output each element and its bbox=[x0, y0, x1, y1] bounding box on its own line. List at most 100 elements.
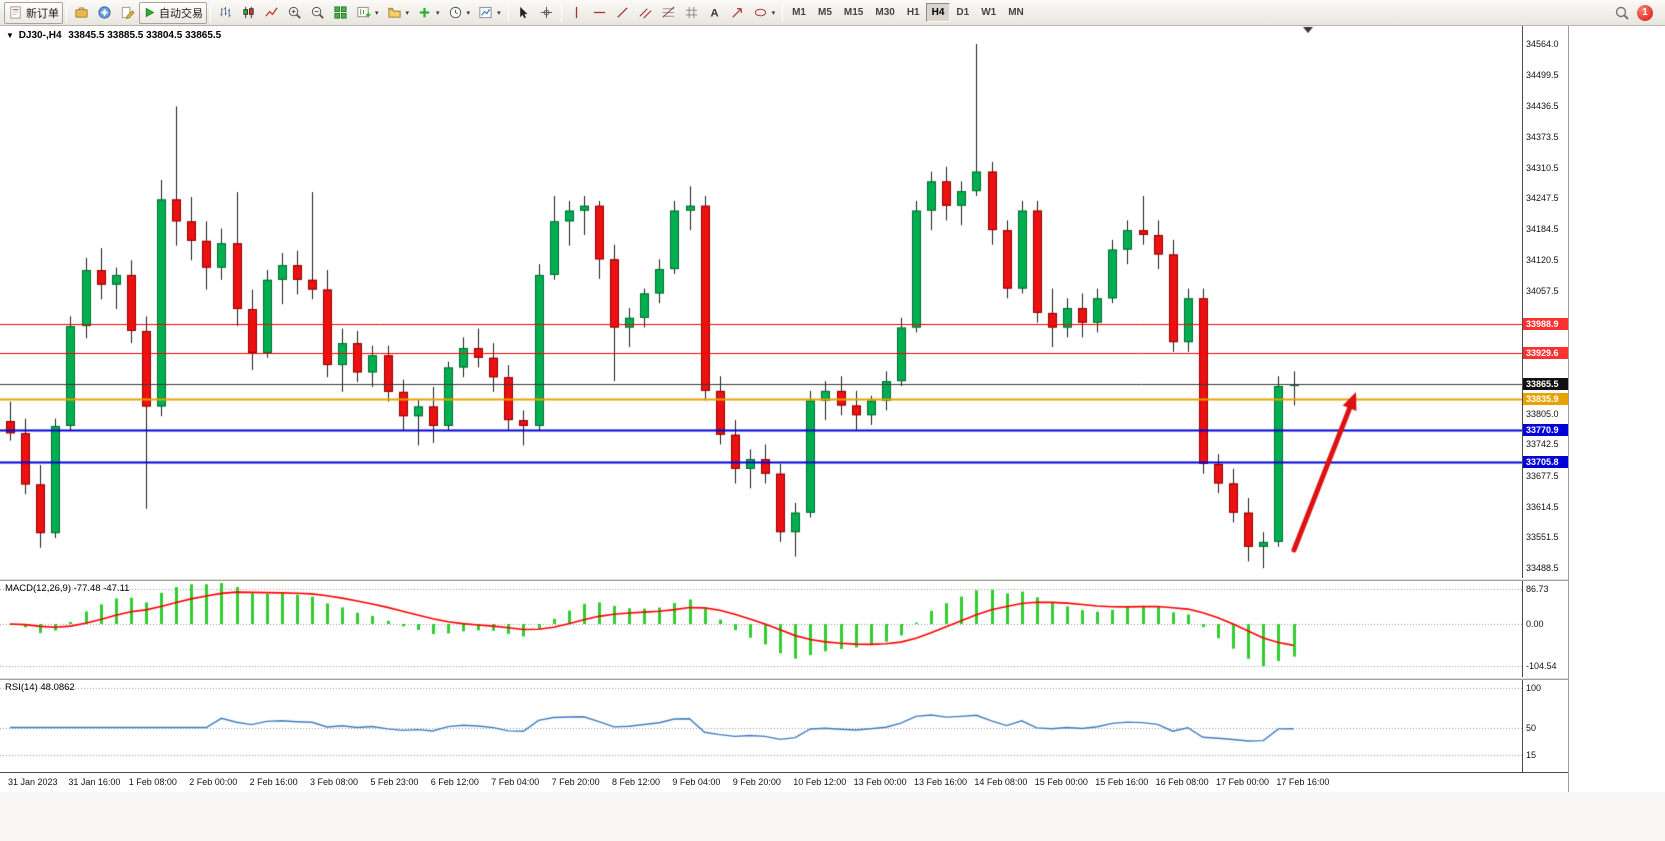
toolbox-button[interactable] bbox=[70, 2, 93, 24]
chart-ohlc-values: 33845.5 33885.5 33804.5 33865.5 bbox=[68, 30, 222, 41]
horizontal-line-icon bbox=[593, 11, 605, 14]
timeframe-m1[interactable]: M1 bbox=[786, 3, 812, 22]
fibonacci-button[interactable] bbox=[657, 2, 680, 24]
vertical-line-icon bbox=[575, 6, 577, 19]
price-label: 34247.5 bbox=[1526, 193, 1559, 204]
time-label: 31 Jan 2023 bbox=[8, 777, 58, 787]
tile-windows-button[interactable] bbox=[329, 2, 352, 24]
time-label: 10 Feb 12:00 bbox=[793, 777, 847, 787]
timeframe-group: M1 M5 M15 M30 H1 H4 D1 W1 MN bbox=[786, 3, 1030, 22]
chevron-down-icon: ▾ bbox=[405, 9, 410, 17]
timeframe-h1[interactable]: H1 bbox=[901, 3, 926, 22]
tile-windows-icon bbox=[334, 6, 347, 19]
timeframe-m15[interactable]: M15 bbox=[838, 3, 869, 22]
rsi-axis-label: 50 bbox=[1526, 722, 1537, 733]
metaeditor-button[interactable] bbox=[116, 2, 139, 24]
grid-icon bbox=[685, 6, 697, 19]
zoom-in-button[interactable] bbox=[283, 2, 306, 24]
zoom-out-button[interactable] bbox=[306, 2, 329, 24]
cursor-button[interactable] bbox=[512, 2, 535, 24]
price-label: 34564.0 bbox=[1526, 39, 1559, 49]
time-label: 13 Feb 00:00 bbox=[853, 777, 907, 787]
time-label: 17 Feb 16:00 bbox=[1276, 777, 1330, 787]
shapes-button[interactable]: ▾ bbox=[749, 2, 780, 24]
zoom-in-icon bbox=[288, 6, 301, 19]
indicators-button[interactable]: ▾ bbox=[413, 2, 444, 24]
status-strip bbox=[0, 792, 1665, 841]
new-chart-button[interactable]: ▾ bbox=[352, 2, 383, 24]
timeframe-w1[interactable]: W1 bbox=[975, 3, 1002, 22]
time-label: 9 Feb 20:00 bbox=[732, 777, 781, 787]
time-label: 15 Feb 00:00 bbox=[1034, 777, 1088, 787]
time-label: 7 Feb 04:00 bbox=[491, 777, 540, 787]
candlestick-chart-icon bbox=[243, 6, 254, 19]
collapse-icon[interactable]: ▼ bbox=[6, 31, 14, 40]
vertical-line-button[interactable] bbox=[565, 2, 588, 24]
main-toolbar: 新订单 自动交易 ▾ ▾ ▾ ▾ bbox=[0, 0, 1665, 26]
shapes-icon bbox=[754, 8, 766, 17]
toolbox-icon bbox=[75, 7, 88, 18]
autotrading-label: 自动交易 bbox=[159, 7, 203, 20]
candlestick-chart-button[interactable] bbox=[237, 2, 260, 24]
price-label: 34373.5 bbox=[1526, 131, 1559, 142]
autotrading-button[interactable]: 自动交易 bbox=[139, 1, 207, 24]
grid-button[interactable] bbox=[680, 2, 703, 24]
crosshair-button[interactable] bbox=[535, 2, 558, 24]
candlestick-chart[interactable] bbox=[0, 26, 1522, 578]
channel-button[interactable] bbox=[634, 2, 657, 24]
search-button[interactable] bbox=[1610, 2, 1634, 24]
price-tag: 33865.5 bbox=[1523, 378, 1568, 391]
trendline-button[interactable] bbox=[611, 2, 634, 24]
line-chart-icon bbox=[265, 7, 278, 17]
macd-label: MACD(12,26,9) -77.48 -47.11 bbox=[5, 583, 129, 594]
arrows-button[interactable] bbox=[726, 2, 749, 24]
timeframe-m5[interactable]: M5 bbox=[812, 3, 838, 22]
pane-splitter[interactable] bbox=[0, 578, 1568, 581]
chevron-down-icon: ▾ bbox=[375, 9, 379, 17]
chevron-down-icon: ▾ bbox=[771, 9, 776, 17]
indicators-icon bbox=[419, 7, 430, 18]
navigator-button[interactable] bbox=[93, 2, 116, 24]
line-chart-button[interactable] bbox=[260, 2, 283, 24]
time-label: 14 Feb 08:00 bbox=[974, 777, 1028, 787]
timeframe-m30[interactable]: M30 bbox=[869, 3, 900, 22]
price-label: 34120.5 bbox=[1526, 255, 1559, 266]
bar-chart-button[interactable] bbox=[214, 2, 237, 24]
price-label: 34310.5 bbox=[1526, 162, 1559, 173]
profiles-button[interactable]: ▾ bbox=[383, 2, 414, 24]
macd-chart[interactable] bbox=[0, 581, 1522, 677]
price-tag: 33988.9 bbox=[1523, 318, 1568, 331]
horizontal-line-button[interactable] bbox=[588, 2, 611, 24]
pane-splitter[interactable] bbox=[0, 677, 1568, 680]
price-label: 34184.5 bbox=[1526, 223, 1559, 234]
alert-badge[interactable]: 1 bbox=[1637, 4, 1653, 21]
timeframe-mn[interactable]: MN bbox=[1002, 3, 1030, 22]
timeframe-h4[interactable]: H4 bbox=[925, 3, 951, 22]
price-label: 33614.5 bbox=[1526, 501, 1559, 512]
rsi-label: RSI(14) 48.0862 bbox=[5, 682, 75, 693]
zoom-out-icon bbox=[311, 6, 324, 19]
macd-value-main: -77.48 bbox=[73, 583, 101, 594]
rsi-chart[interactable] bbox=[0, 680, 1522, 772]
macd-axis[interactable]: 86.73 0.00 -104.54 bbox=[1522, 581, 1568, 677]
time-label: 13 Feb 16:00 bbox=[914, 777, 968, 787]
templates-button[interactable]: ▾ bbox=[474, 2, 505, 24]
rsi-value: 48.0862 bbox=[40, 682, 75, 693]
price-axis[interactable]: 34564.0 34499.5 34436.5 34373.5 34310.5 34247… bbox=[1522, 26, 1568, 578]
rsi-axis[interactable]: 100 50 15 bbox=[1522, 680, 1568, 772]
time-label: 15 Feb 16:00 bbox=[1095, 777, 1149, 787]
price-label: 33805.0 bbox=[1526, 408, 1559, 419]
time-axis[interactable]: 31 Jan 2023 31 Jan 16:00 1 Feb 08:00 2 Feb … bbox=[0, 772, 1568, 792]
rsi-pane: RSI(14) 48.0862 100 50 15 bbox=[0, 680, 1568, 772]
price-label: 33551.5 bbox=[1526, 532, 1559, 543]
price-label: 33742.5 bbox=[1526, 439, 1559, 450]
rsi-axis-label: 100 bbox=[1526, 683, 1542, 693]
text-button[interactable]: A bbox=[703, 2, 726, 24]
price-tag: 33705.8 bbox=[1523, 456, 1568, 469]
new-order-button[interactable]: 新订单 bbox=[4, 1, 63, 24]
chevron-down-icon: ▾ bbox=[497, 9, 501, 17]
time-label: 17 Feb 00:00 bbox=[1216, 777, 1270, 787]
periods-button[interactable]: ▾ bbox=[444, 2, 475, 24]
cursor-icon bbox=[519, 6, 528, 19]
timeframe-d1[interactable]: D1 bbox=[950, 3, 975, 22]
